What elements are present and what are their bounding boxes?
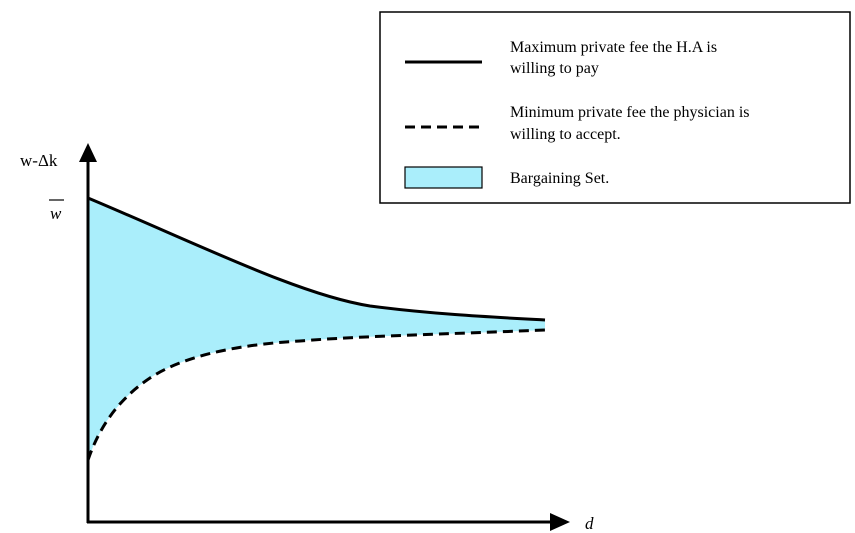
legend-item-3-label: Bargaining Set. [510,170,609,187]
legend-fill-swatch [404,166,483,189]
x-axis-label: d [585,514,594,533]
y-axis-label: w-Δk [20,151,58,170]
min-fee-curve [86,328,546,461]
bargaining-set-area [88,198,545,460]
legend-item-1-line2: willing to pay [510,60,599,77]
x-axis-arrow [550,513,570,531]
max-fee-curve [87,196,546,322]
y-axis-arrow [79,143,97,162]
legend-item-2-line1: Minimum private fee the physician is [510,104,750,121]
y-tick-label: w [50,204,62,223]
legend-item-1-line1: Maximum private fee the H.A is [510,39,717,56]
legend-item-2-line2: willing to accept. [510,126,621,143]
